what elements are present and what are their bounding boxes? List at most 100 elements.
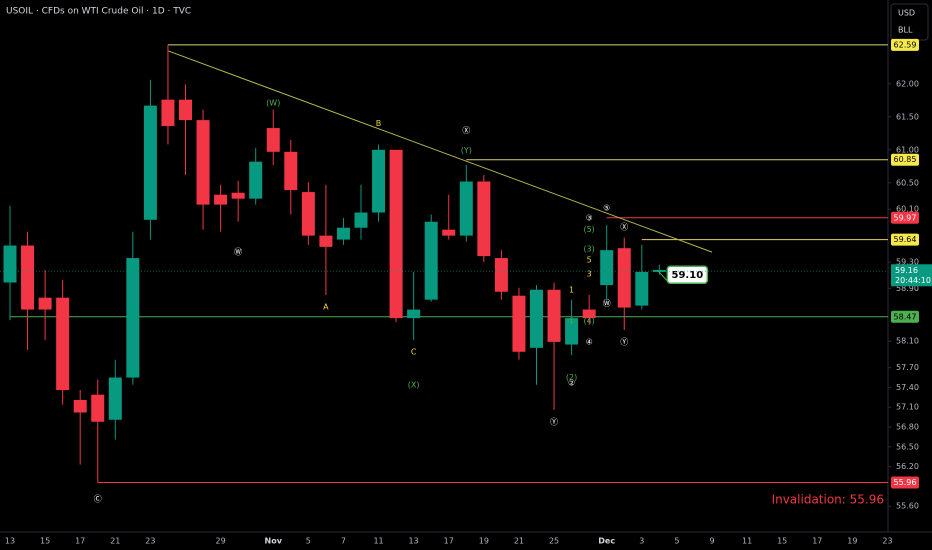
y-tick-label: 56.80 — [896, 423, 919, 432]
x-tick-label: 9 — [709, 537, 714, 546]
x-tick-label: Dec — [598, 537, 615, 546]
trendline — [167, 50, 713, 253]
candle-body — [319, 235, 333, 247]
wave-label: 1 — [569, 285, 574, 294]
level-label-bg — [891, 38, 919, 51]
x-tick-label: 17 — [812, 537, 822, 546]
x-tick-label: 17 — [444, 537, 454, 546]
wave-label: Ⓧ — [462, 126, 470, 135]
level-label-bg — [891, 153, 919, 166]
level-label: 59.97 — [894, 213, 917, 222]
wave-label: 3 — [587, 269, 592, 278]
candle-body — [547, 289, 561, 342]
candle-body — [21, 245, 35, 310]
candle-body — [407, 309, 421, 319]
current-price-label: 59.16 — [895, 266, 918, 275]
wave-label: (X) — [408, 380, 420, 389]
candle-body — [284, 151, 298, 191]
level-label: 58.47 — [894, 312, 917, 321]
wave-label: ② — [568, 378, 575, 387]
candle-body — [600, 250, 614, 286]
wave-label: (Y) — [461, 146, 472, 155]
y-tick-label: 59.30 — [896, 258, 919, 267]
candle-body — [73, 399, 87, 413]
candle-body — [3, 245, 17, 283]
level-label: 62.59 — [894, 40, 917, 49]
x-tick-label: 13 — [409, 537, 419, 546]
candle-body — [635, 271, 649, 306]
x-tick-label: 5 — [674, 537, 679, 546]
wave-label: 5 — [587, 256, 592, 265]
wave-label: Ⓨ — [550, 417, 558, 426]
candle-body — [126, 258, 140, 378]
level-label-bg — [891, 211, 919, 224]
wave-label: (2) — [566, 373, 577, 382]
candle-body — [354, 212, 368, 228]
wave-label: Ⓨ — [620, 337, 628, 346]
y-tick-label: 58.90 — [896, 284, 919, 293]
candle-body — [477, 181, 491, 257]
candle-body — [530, 289, 543, 348]
y-tick-label: 57.10 — [896, 403, 919, 412]
x-tick-label: 5 — [306, 537, 311, 546]
wave-label: B — [376, 119, 382, 128]
x-tick-label: 23 — [882, 537, 892, 546]
wave-label: Ⓦ — [234, 248, 242, 257]
wave-label: Ⓧ — [620, 223, 628, 232]
x-tick-label: 21 — [110, 537, 120, 546]
y-tick-label: 57.70 — [896, 363, 919, 372]
countdown: 20:44:10 — [895, 276, 931, 285]
x-tick-label: 29 — [216, 537, 226, 546]
candle-body — [108, 377, 122, 420]
chart-title: USOIL · CFDs on WTI Crude Oil · 1D · TVC — [6, 7, 191, 17]
y-tick-label: 61.50 — [896, 112, 919, 121]
candle-body — [424, 221, 438, 300]
candle-body — [372, 149, 386, 213]
unit: BLL — [898, 26, 913, 35]
candle-body — [179, 99, 192, 121]
level-label-bg — [891, 476, 919, 489]
y-tick-label: 55.60 — [896, 502, 919, 511]
candle-body — [494, 258, 508, 292]
candle-body — [582, 309, 596, 319]
wave-label: ⑤ — [603, 203, 610, 212]
callout-box — [666, 265, 709, 284]
x-tick-label: 21 — [514, 537, 524, 546]
candle-body — [161, 99, 175, 127]
candle-body — [266, 128, 280, 152]
candle-body — [512, 295, 526, 352]
x-tick-label: 11 — [373, 537, 383, 546]
candle-body — [652, 269, 666, 272]
level-label: 60.85 — [894, 155, 917, 164]
candle-body — [336, 227, 350, 240]
wave-label: ① — [568, 316, 575, 325]
currency: USD — [898, 9, 915, 18]
candle-body — [214, 194, 228, 205]
invalidation-note: Invalidation: 55.96 — [772, 493, 884, 507]
y-tick-label: 57.40 — [896, 383, 919, 392]
candle-body — [56, 297, 70, 391]
x-tick-label: 15 — [40, 537, 50, 546]
y-tick-label: 60.10 — [896, 205, 919, 214]
x-tick-label: 3 — [639, 537, 644, 546]
y-tick-label: 61.00 — [896, 145, 919, 154]
candle-body — [231, 192, 245, 199]
candle-body — [91, 394, 105, 422]
y-tick-label: 56.20 — [896, 462, 919, 471]
x-tick-label: 11 — [742, 537, 752, 546]
candle-body — [196, 120, 210, 205]
level-label: 59.64 — [894, 235, 917, 244]
x-tick-label: 23 — [145, 537, 155, 546]
level-label-bg — [891, 233, 919, 246]
wave-label: ③ — [586, 213, 593, 222]
callout-label: 59.10 — [672, 270, 704, 281]
candle-body — [38, 297, 52, 310]
y-tick-label: 60.50 — [896, 178, 919, 187]
x-tick-label: Nov — [265, 537, 283, 546]
candle-body — [301, 192, 315, 236]
y-tick-label: 56.50 — [896, 442, 919, 451]
wave-label: ④ — [586, 337, 593, 346]
candle-body — [617, 248, 631, 308]
